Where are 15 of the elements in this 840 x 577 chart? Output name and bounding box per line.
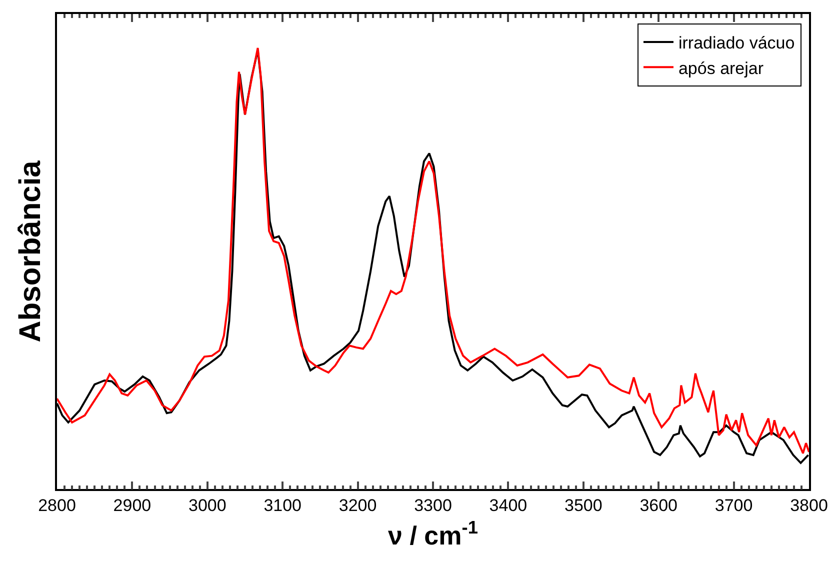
legend-label: irradiado vácuo (678, 34, 795, 53)
x-tick-label: 3200 (338, 496, 377, 516)
x-tick-label: 2800 (38, 496, 76, 516)
x-tick-label: 3100 (264, 496, 302, 516)
x-tick-label: 3300 (414, 496, 452, 516)
x-tick-label: 3400 (489, 496, 528, 516)
x-tick-label: 3700 (714, 496, 753, 516)
x-tick-label: 3800 (790, 496, 828, 516)
x-tick-label: 2900 (113, 496, 152, 516)
y-axis-title: Absorbância (14, 160, 47, 342)
x-axis-title: ν / cm$^{-1}$ (388, 517, 478, 550)
x-tick-label: 3500 (564, 496, 602, 516)
legend-label: após arejar (678, 58, 764, 78)
x-tick-label: 3600 (640, 496, 678, 516)
x-tick-label: 3000 (188, 496, 226, 516)
